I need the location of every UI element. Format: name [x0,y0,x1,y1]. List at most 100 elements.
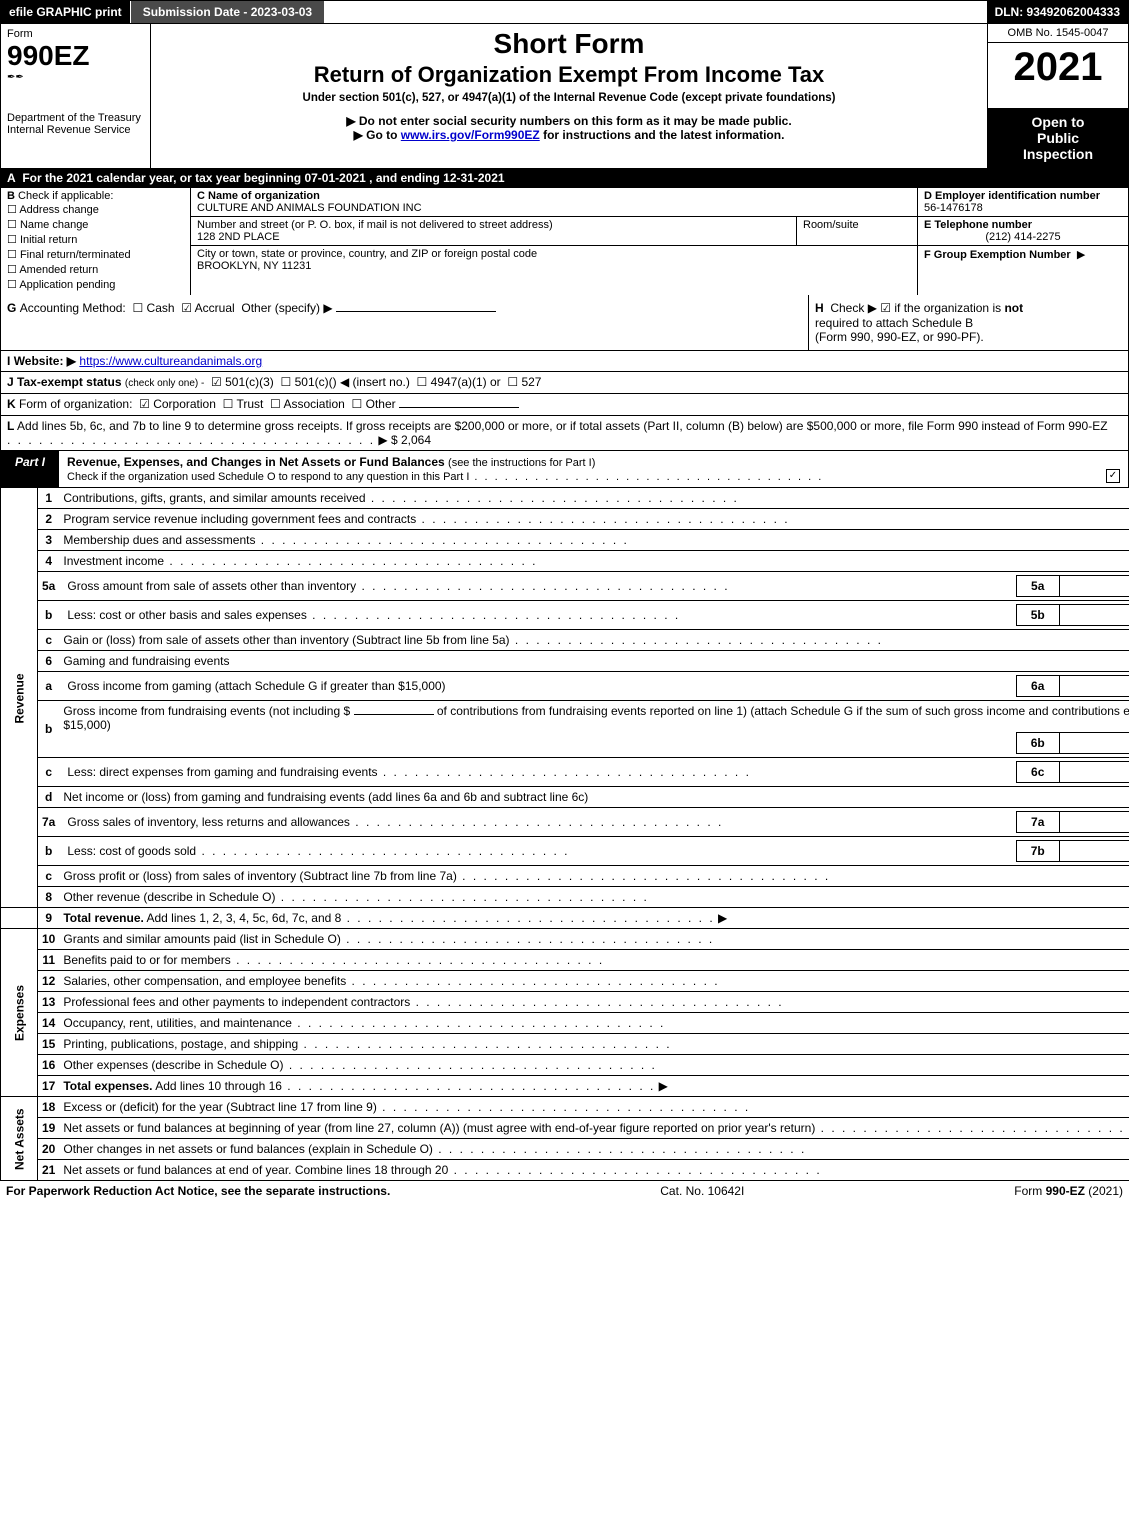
line-9-text: Total revenue. Add lines 1, 2, 3, 4, 5c,… [59,908,1129,929]
inspection-box: Open to Public Inspection [988,108,1128,168]
chk-amended[interactable]: ☐ Amended return [7,263,184,277]
letter-l: L [7,419,14,433]
table-row: 15 Printing, publications, postage, and … [1,1034,1129,1055]
main-table: Revenue 1 Contributions, gifts, grants, … [0,488,1129,1181]
chk-address-lbl: Address change [19,204,99,216]
sub-7b: 7b [1016,841,1059,862]
other-org-input[interactable] [399,407,519,408]
form-header: Form 990EZ ✒✒ Short Form Return of Organ… [0,24,1129,169]
ln-20: 20 [38,1139,60,1160]
line-10-text: Grants and similar amounts paid (list in… [59,929,1129,950]
ln-3: 3 [38,530,60,551]
netassets-label: Net Assets [1,1097,38,1181]
submission-date: Submission Date - 2023-03-03 [130,1,325,23]
chk-accrual[interactable]: ☑ [181,302,192,316]
ln-16: 16 [38,1055,60,1076]
website-link[interactable]: https://www.cultureandanimals.org [79,354,262,368]
table-row: d Net income or (loss) from gaming and f… [1,787,1129,808]
accounting-method: G Accounting Method: ☐ Cash ☑ Accrual Ot… [1,295,808,350]
chk-name[interactable]: ☐ Name change [7,218,184,232]
part1-title: Revenue, Expenses, and Changes in Net As… [59,451,1098,487]
line-1-text: Contributions, gifts, grants, and simila… [59,488,1129,509]
chk-final[interactable]: ☐ Final return/terminated [7,248,184,262]
chk-pending[interactable]: ☐ Application pending [7,278,184,292]
opt-4947: 4947(a)(1) or [431,375,501,389]
line-5b-text: Less: cost or other basis and sales expe… [63,605,1016,626]
ln-5c: c [38,630,60,651]
other-input[interactable] [336,311,496,312]
ein-label: Employer identification number [935,190,1100,202]
ln-6: 6 [38,651,60,672]
subval-6b: 0 [1059,733,1129,754]
line-11-text: Benefits paid to or for members [59,950,1129,971]
chk-initial[interactable]: ☐ Initial return [7,233,184,247]
ln-11: 11 [38,950,60,971]
pen-icon: ✒✒ [7,72,144,83]
table-row: 5a Gross amount from sale of assets othe… [1,572,1129,601]
line-6c-wrap: Less: direct expenses from gaming and fu… [59,758,1129,787]
table-row: c Gross profit or (loss) from sales of i… [1,866,1129,887]
line-6a-wrap: Gross income from gaming (attach Schedul… [59,672,1129,701]
subval-7b: 0 [1059,841,1129,862]
opt-assoc: Association [283,397,344,411]
chk-corp[interactable]: ☑ [139,398,150,412]
table-row: 16 Other expenses (describe in Schedule … [1,1055,1129,1076]
table-row: Revenue 1 Contributions, gifts, grants, … [1,488,1129,509]
line-16-text: Other expenses (describe in Schedule O) [59,1055,1129,1076]
org-name: CULTURE AND ANIMALS FOUNDATION INC [197,202,422,214]
chk-schedule-b[interactable]: ☑ [880,302,891,316]
ln-15: 15 [38,1034,60,1055]
chk-4947[interactable]: ☐ [417,376,428,390]
letter-h: H [815,301,824,315]
chk-other-org[interactable]: ☐ [352,398,363,412]
ln-14: 14 [38,1013,60,1034]
ln-6b: b [38,701,60,758]
h-text4: (Form 990, 990-EZ, or 990-PF). [815,330,984,344]
ln-7b: b [38,837,60,866]
table-row: 12 Salaries, other compensation, and emp… [1,971,1129,992]
title-long: Return of Organization Exempt From Incom… [159,62,979,88]
ln-2: 2 [38,509,60,530]
form-word: Form [7,28,144,40]
line-6c-text: Less: direct expenses from gaming and fu… [63,762,1016,783]
table-row: 13 Professional fees and other payments … [1,992,1129,1013]
h-text3: required to attach Schedule B [815,316,973,330]
part1-label: Part I [1,451,59,487]
footer-right-post: (2021) [1085,1184,1123,1198]
chk-501c[interactable]: ☐ [280,376,291,390]
chk-assoc[interactable]: ☐ [270,398,281,412]
chk-address[interactable]: ☐ Address change [7,203,184,217]
subval-7a [1059,812,1129,833]
irs-link[interactable]: www.irs.gov/Form990EZ [401,128,540,142]
city-row: City or town, state or province, country… [191,246,917,274]
ln-7a: 7a [38,808,60,837]
table-row: c Gain or (loss) from sale of assets oth… [1,630,1129,651]
line-5a-wrap: Gross amount from sale of assets other t… [59,572,1129,601]
table-row: 6 Gaming and fundraising events [1,651,1129,672]
table-row: 2 Program service revenue including gove… [1,509,1129,530]
line-6b-blank[interactable] [354,714,434,715]
website-label: Website: ▶ [14,354,76,368]
footer-mid: Cat. No. 10642I [660,1184,744,1198]
chk-527[interactable]: ☐ [507,376,518,390]
chk-trust[interactable]: ☐ [223,398,234,412]
note2-post: for instructions and the latest informat… [540,128,785,142]
ln-7c: c [38,866,60,887]
chk-501c3[interactable]: ☑ [211,376,222,390]
ln-13: 13 [38,992,60,1013]
line-7a-wrap: Gross sales of inventory, less returns a… [59,808,1129,837]
letter-j: J [7,375,14,389]
part1-check-text: Check if the organization used Schedule … [67,471,823,483]
footer-right-pre: Form [1014,1184,1045,1198]
part1-checkbox[interactable]: ✓ [1106,469,1120,483]
sub-6b: 6b [1016,733,1059,754]
table-row: 3 Membership dues and assessments 3 [1,530,1129,551]
chk-cash[interactable]: ☐ [132,302,143,316]
row-l-arrow: ▶ $ [378,433,397,447]
row-a: A For the 2021 calendar year, or tax yea… [0,169,1129,188]
letter-e: E [924,219,931,231]
table-row: 14 Occupancy, rent, utilities, and maint… [1,1013,1129,1034]
sub-6c: 6c [1016,762,1059,783]
revenue-label: Revenue [1,488,38,908]
efile-label: efile GRAPHIC print [1,1,130,23]
